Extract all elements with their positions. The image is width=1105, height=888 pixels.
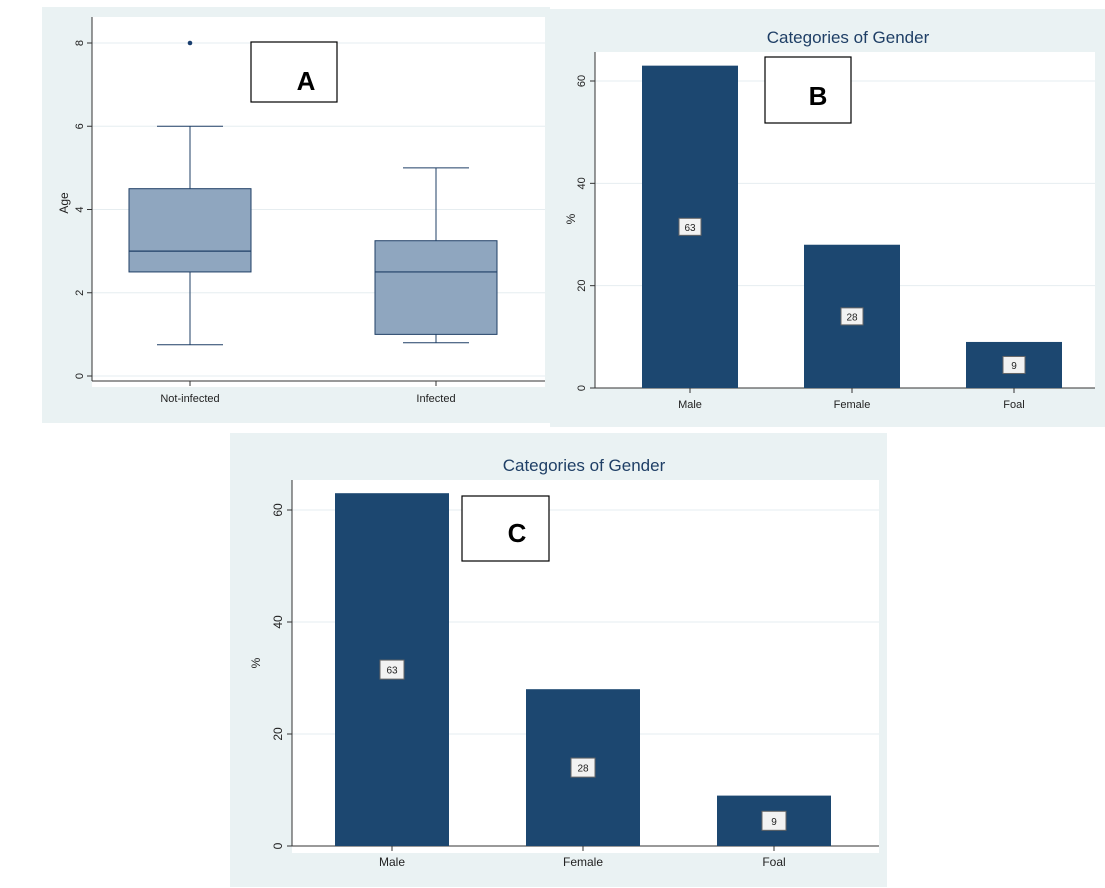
- box-iqr: [374, 240, 498, 335]
- panel-c-label-box: [461, 495, 550, 562]
- panel-c-y-tick-label: 20: [271, 727, 285, 741]
- panel-c-y-axis-label: %: [249, 657, 263, 668]
- panel-c-data-label-box: [379, 659, 405, 680]
- panel-b-data-label: 63: [684, 223, 696, 234]
- panel-a-y-axis-label: Age: [57, 192, 71, 214]
- panel-b-data-label: 28: [846, 312, 858, 323]
- panel-b-y-tick-label: 20: [576, 280, 588, 292]
- panel-c-y-tick-label: 40: [271, 615, 285, 629]
- panel-a-y-tick-label: 0: [74, 373, 86, 379]
- panel-c-data-label-box: [761, 810, 787, 831]
- panel-a-x-tick-label: Infected: [416, 393, 455, 405]
- panel-c-x-tick-label: Foal: [762, 855, 785, 869]
- panel-c-data-label: 63: [386, 666, 398, 677]
- panel-c-x-tick-label: Female: [563, 855, 603, 869]
- panel-b-y-tick-label: 0: [576, 385, 588, 391]
- panel-b-data-label-box: [1002, 355, 1026, 374]
- panel-b-label-box: [764, 56, 852, 124]
- box-outlier-point: [187, 40, 193, 46]
- panel-b-title: Categories of Gender: [767, 28, 930, 47]
- panel-b-x-tick-label: Foal: [1003, 399, 1024, 411]
- panel-b-data-label-box: [840, 307, 864, 326]
- panel-c: Categories of Gender 0 20 40 60 % 63 Male 28 F…: [230, 433, 887, 887]
- panel-b-y-tick-label: 60: [576, 75, 588, 87]
- panel-a-y-tick-label: 4: [74, 206, 86, 212]
- panel-c-y-tick-label: 60: [271, 503, 285, 517]
- panel-c-data-label: 28: [577, 764, 589, 775]
- boxplot-chart-a: 0 2 4 6 8 Age Not-infected Infected A: [42, 7, 550, 423]
- panel-c-x-tick-label: Male: [379, 855, 405, 869]
- panel-b-data-label: 9: [1011, 361, 1017, 372]
- panel-b: Categories of Gender 0 20 40 60 % 63 Male 28 F…: [550, 9, 1105, 427]
- panel-c-data-label: 9: [771, 817, 777, 828]
- panel-c-label: C: [508, 518, 527, 548]
- panel-a-label-box: [250, 41, 338, 103]
- panel-b-y-axis-label: %: [564, 213, 578, 224]
- panel-b-label: B: [809, 81, 828, 111]
- panel-a-label: A: [297, 66, 316, 96]
- panel-a-x-tick-label: Not-infected: [160, 393, 219, 405]
- panel-a: 0 2 4 6 8 Age Not-infected Infected A: [42, 7, 550, 423]
- panel-c-y-tick-label: 0: [271, 842, 285, 849]
- panel-b-x-tick-label: Male: [678, 399, 702, 411]
- panel-c-title: Categories of Gender: [503, 456, 666, 475]
- bar-chart-b: Categories of Gender 0 20 40 60 % 63 Male 28 F…: [550, 9, 1105, 427]
- panel-a-y-tick-label: 6: [74, 123, 86, 129]
- panel-a-y-tick-label: 2: [74, 290, 86, 296]
- bar-chart-c: Categories of Gender 0 20 40 60 % 63 Male 28 F…: [230, 433, 887, 887]
- panel-c-data-label-box: [570, 757, 596, 778]
- panel-b-y-tick-label: 40: [576, 177, 588, 189]
- panel-a-y-tick-label: 8: [74, 40, 86, 46]
- panel-b-data-label-box: [678, 217, 702, 236]
- panel-b-x-tick-label: Female: [834, 399, 871, 411]
- box-iqr: [128, 188, 252, 273]
